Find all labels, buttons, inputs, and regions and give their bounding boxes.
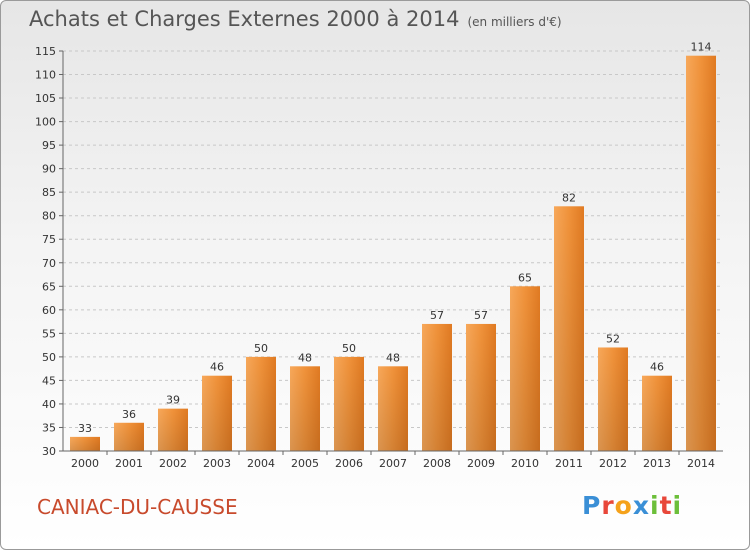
- y-tick-label: 75: [42, 233, 56, 246]
- x-tick-label: 2003: [203, 457, 231, 470]
- bar-shade: [70, 436, 100, 451]
- bar-value-label: 48: [386, 351, 400, 364]
- bar-shade: [510, 286, 540, 451]
- bar-value-label: 114: [691, 41, 712, 54]
- bar-shade: [598, 347, 628, 451]
- x-tick-label: 2001: [115, 457, 143, 470]
- bar-value-label: 82: [562, 191, 576, 204]
- logo-letter: t: [659, 491, 673, 520]
- y-tick-label: 95: [42, 139, 56, 152]
- y-tick-label: 85: [42, 186, 56, 199]
- logo-letter: r: [601, 491, 615, 520]
- bars: 33 36 39 46 50 48 50 48 57 57 65 82 52 46 114: [70, 41, 716, 452]
- y-tick-label: 30: [42, 445, 56, 458]
- logo-letter: x: [632, 491, 650, 520]
- y-tick-label: 115: [35, 45, 56, 58]
- bar-value-label: 52: [606, 332, 620, 345]
- bar-shade: [642, 375, 672, 451]
- logo-letter: i: [672, 491, 683, 520]
- y-tick-label: 50: [42, 351, 56, 364]
- y-tick-label: 40: [42, 398, 56, 411]
- place-name: CANIAC-DU-CAUSSE: [37, 495, 238, 519]
- bar-value-label: 33: [78, 422, 92, 435]
- bar-value-label: 50: [342, 342, 356, 355]
- y-tick-label: 55: [42, 327, 56, 340]
- y-tick-label: 90: [42, 163, 56, 176]
- x-axis: 2000 2001 2002 2003 2004 2005 2006 2007 2008 2009…: [63, 450, 723, 470]
- bar-shade: [246, 356, 276, 451]
- logo-letter: P: [582, 491, 602, 520]
- chart-title-text: Achats et Charges Externes 2000 à 2014: [29, 7, 460, 31]
- logo-letter: o: [614, 491, 633, 520]
- x-tick-label: 2012: [599, 457, 627, 470]
- y-tick-label: 65: [42, 280, 56, 293]
- proxiti-logo: Proxiti: [582, 491, 682, 520]
- bar-value-label: 50: [254, 342, 268, 355]
- bar-shade: [334, 356, 364, 451]
- y-tick-label: 110: [35, 69, 56, 82]
- x-tick-label: 2014: [687, 457, 715, 470]
- bar-value-label: 57: [474, 309, 488, 322]
- logo-letter: i: [650, 491, 660, 520]
- bar-shade: [686, 55, 716, 452]
- x-tick-label: 2013: [643, 457, 671, 470]
- chart-subtitle: (en milliers d'€): [467, 15, 562, 29]
- y-tick-label: 45: [42, 374, 56, 387]
- bar-shade: [114, 422, 144, 451]
- bar-shade: [202, 375, 232, 451]
- bar-shade: [554, 206, 584, 451]
- x-tick-label: 2010: [511, 457, 539, 470]
- y-tick-label: 80: [42, 210, 56, 223]
- bar-value-label: 46: [210, 361, 224, 374]
- x-tick-label: 2007: [379, 457, 407, 470]
- bar-shade: [378, 366, 408, 451]
- x-tick-label: 2004: [247, 457, 275, 470]
- chart-title: Achats et Charges Externes 2000 à 2014 (e…: [29, 7, 562, 31]
- y-tick-label: 100: [35, 116, 56, 129]
- bar-value-label: 57: [430, 309, 444, 322]
- bar-shade: [158, 408, 188, 451]
- x-tick-label: 2009: [467, 457, 495, 470]
- y-tick-label: 60: [42, 304, 56, 317]
- y-tick-label: 70: [42, 257, 56, 270]
- bar-shade: [290, 366, 320, 451]
- x-tick-label: 2005: [291, 457, 319, 470]
- x-tick-label: 2000: [71, 457, 99, 470]
- y-tick-label: 105: [35, 92, 56, 105]
- bar-value-label: 48: [298, 351, 312, 364]
- x-tick-label: 2002: [159, 457, 187, 470]
- bar-value-label: 36: [122, 408, 136, 421]
- bar-shade: [422, 323, 452, 451]
- y-axis: 30 35 40 45 50 55 60 65 70 75 80 85 90 95 100 105 110 115: [35, 45, 64, 458]
- bar-value-label: 39: [166, 394, 180, 407]
- x-tick-label: 2011: [555, 457, 583, 470]
- y-tick-label: 35: [42, 421, 56, 434]
- x-tick-label: 2008: [423, 457, 451, 470]
- bar-value-label: 65: [518, 271, 532, 284]
- x-tick-label: 2006: [335, 457, 363, 470]
- bar-shade: [466, 323, 496, 451]
- bar-value-label: 46: [650, 361, 664, 374]
